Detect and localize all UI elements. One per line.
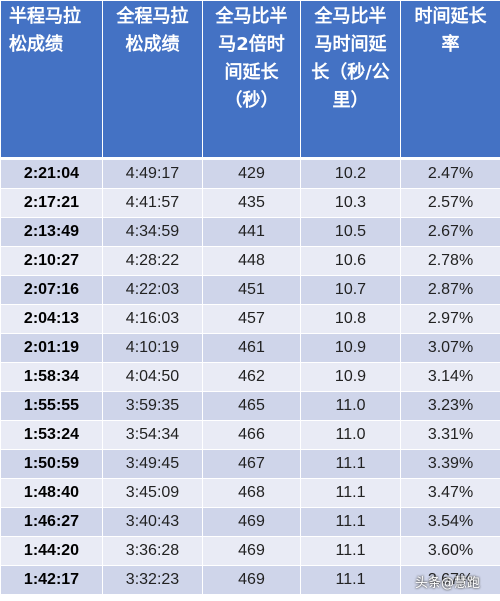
extra-seconds-per-km-cell: 11.0	[300, 391, 401, 421]
extra-seconds-per-km-cell: 10.3	[300, 188, 401, 218]
extra-seconds-per-km-cell: 10.7	[300, 275, 401, 305]
half-marathon-time-cell: 1:58:34	[0, 362, 103, 392]
header-row: 半程马拉松成绩 全程马拉松成绩 全马比半马2倍时间延长（秒） 全马比半马时间延长…	[0, 0, 500, 159]
watermark: 头条@慧跑	[414, 576, 480, 591]
table-row: 2:07:16 4:22:03 451 10.7 2.87%	[0, 275, 500, 305]
full-marathon-time-cell: 3:40:43	[102, 507, 203, 537]
extra-seconds-cell: 461	[202, 333, 301, 363]
table-row: 2:21:04 4:49:17 429 10.2 2.47%	[0, 157, 500, 189]
half-marathon-time-cell: 2:17:21	[0, 188, 103, 218]
extra-seconds-per-km-cell: 10.9	[300, 333, 401, 363]
table-row: 2:01:19 4:10:19 461 10.9 3.07%	[0, 333, 500, 363]
half-marathon-time-cell: 1:53:24	[0, 420, 103, 450]
extension-rate-cell: 2.67%	[400, 217, 500, 247]
half-marathon-time-cell: 2:21:04	[0, 157, 103, 189]
half-marathon-time-cell: 1:55:55	[0, 391, 103, 421]
extra-seconds-cell: 467	[202, 449, 301, 479]
extension-rate-cell: 2.97%	[400, 304, 500, 334]
extension-rate-cell: 2.87%	[400, 275, 500, 305]
half-marathon-time-cell: 1:48:40	[0, 478, 103, 508]
extra-seconds-per-km-cell: 11.1	[300, 507, 401, 537]
extra-seconds-cell: 469	[202, 565, 301, 595]
half-marathon-time-cell: 1:44:20	[0, 536, 103, 566]
extension-rate-cell: 3.47%	[400, 478, 500, 508]
table-row: 1:55:55 3:59:35 465 11.0 3.23%	[0, 391, 500, 421]
table-row: 1:48:40 3:45:09 468 11.1 3.47%	[0, 478, 500, 508]
half-marathon-time-cell: 2:04:13	[0, 304, 103, 334]
header-full-marathon-time: 全程马拉松成绩	[102, 0, 203, 159]
extension-rate-cell: 2.47%	[400, 157, 500, 189]
extra-seconds-cell: 465	[202, 391, 301, 421]
extra-seconds-cell: 441	[202, 217, 301, 247]
table-body: 2:21:04 4:49:17 429 10.2 2.47% 2:17:21 4:41:57…	[0, 157, 500, 595]
extra-seconds-cell: 429	[202, 157, 301, 189]
extension-rate-cell: 3.67%	[400, 565, 500, 595]
full-marathon-time-cell: 4:16:03	[102, 304, 203, 334]
half-marathon-time-cell: 2:10:27	[0, 246, 103, 276]
full-marathon-time-cell: 4:34:59	[102, 217, 203, 247]
table-row: 1:50:59 3:49:45 467 11.1 3.39%	[0, 449, 500, 479]
full-marathon-time-cell: 4:41:57	[102, 188, 203, 218]
header-extra-seconds-per-km: 全马比半马时间延长（秒/公里）	[300, 0, 401, 159]
table-row: 2:17:21 4:41:57 435 10.3 2.57%	[0, 188, 500, 218]
table-row: 2:04:13 4:16:03 457 10.8 2.97%	[0, 304, 500, 334]
full-marathon-time-cell: 3:54:34	[102, 420, 203, 450]
extra-seconds-cell: 466	[202, 420, 301, 450]
extra-seconds-per-km-cell: 10.6	[300, 246, 401, 276]
half-marathon-time-cell: 1:46:27	[0, 507, 103, 537]
full-marathon-time-cell: 4:10:19	[102, 333, 203, 363]
half-marathon-time-cell: 2:13:49	[0, 217, 103, 247]
extra-seconds-per-km-cell: 10.5	[300, 217, 401, 247]
table-row: 1:42:17 3:32:23 469 11.1 3.67%	[0, 565, 500, 595]
full-marathon-time-cell: 4:04:50	[102, 362, 203, 392]
header-extra-seconds: 全马比半马2倍时间延长（秒）	[202, 0, 301, 159]
full-marathon-time-cell: 3:32:23	[102, 565, 203, 595]
extra-seconds-per-km-cell: 11.1	[300, 536, 401, 566]
extra-seconds-cell: 469	[202, 507, 301, 537]
extra-seconds-cell: 435	[202, 188, 301, 218]
extension-rate-cell: 3.39%	[400, 449, 500, 479]
table-row: 2:13:49 4:34:59 441 10.5 2.67%	[0, 217, 500, 247]
extra-seconds-per-km-cell: 11.1	[300, 449, 401, 479]
extension-rate-cell: 3.60%	[400, 536, 500, 566]
extra-seconds-per-km-cell: 10.2	[300, 157, 401, 189]
table-row: 1:53:24 3:54:34 466 11.0 3.31%	[0, 420, 500, 450]
header-half-marathon-time: 半程马拉松成绩	[0, 0, 103, 159]
half-marathon-time-cell: 1:50:59	[0, 449, 103, 479]
half-marathon-time-cell: 2:07:16	[0, 275, 103, 305]
full-marathon-time-cell: 3:45:09	[102, 478, 203, 508]
extra-seconds-per-km-cell: 11.1	[300, 565, 401, 595]
full-marathon-time-cell: 3:59:35	[102, 391, 203, 421]
full-marathon-time-cell: 4:22:03	[102, 275, 203, 305]
extension-rate-cell: 3.54%	[400, 507, 500, 537]
extension-rate-cell: 3.07%	[400, 333, 500, 363]
extra-seconds-cell: 468	[202, 478, 301, 508]
extra-seconds-cell: 462	[202, 362, 301, 392]
half-marathon-time-cell: 1:42:17	[0, 565, 103, 595]
half-marathon-time-cell: 2:01:19	[0, 333, 103, 363]
extra-seconds-per-km-cell: 10.9	[300, 362, 401, 392]
full-marathon-time-cell: 3:49:45	[102, 449, 203, 479]
extra-seconds-cell: 457	[202, 304, 301, 334]
extension-rate-cell: 2.57%	[400, 188, 500, 218]
extension-rate-cell: 2.78%	[400, 246, 500, 276]
table-row: 1:44:20 3:36:28 469 11.1 3.60%	[0, 536, 500, 566]
extension-rate-cell: 3.31%	[400, 420, 500, 450]
extra-seconds-per-km-cell: 10.8	[300, 304, 401, 334]
extra-seconds-cell: 469	[202, 536, 301, 566]
extra-seconds-per-km-cell: 11.0	[300, 420, 401, 450]
full-marathon-time-cell: 4:49:17	[102, 157, 203, 189]
extra-seconds-cell: 448	[202, 246, 301, 276]
table-row: 2:10:27 4:28:22 448 10.6 2.78%	[0, 246, 500, 276]
header-extension-rate: 时间延长率	[400, 0, 500, 159]
extension-rate-cell: 3.23%	[400, 391, 500, 421]
table-row: 1:46:27 3:40:43 469 11.1 3.54%	[0, 507, 500, 537]
full-marathon-time-cell: 4:28:22	[102, 246, 203, 276]
extra-seconds-cell: 451	[202, 275, 301, 305]
table-row: 1:58:34 4:04:50 462 10.9 3.14%	[0, 362, 500, 392]
extra-seconds-per-km-cell: 11.1	[300, 478, 401, 508]
full-marathon-time-cell: 3:36:28	[102, 536, 203, 566]
extension-rate-cell: 3.14%	[400, 362, 500, 392]
